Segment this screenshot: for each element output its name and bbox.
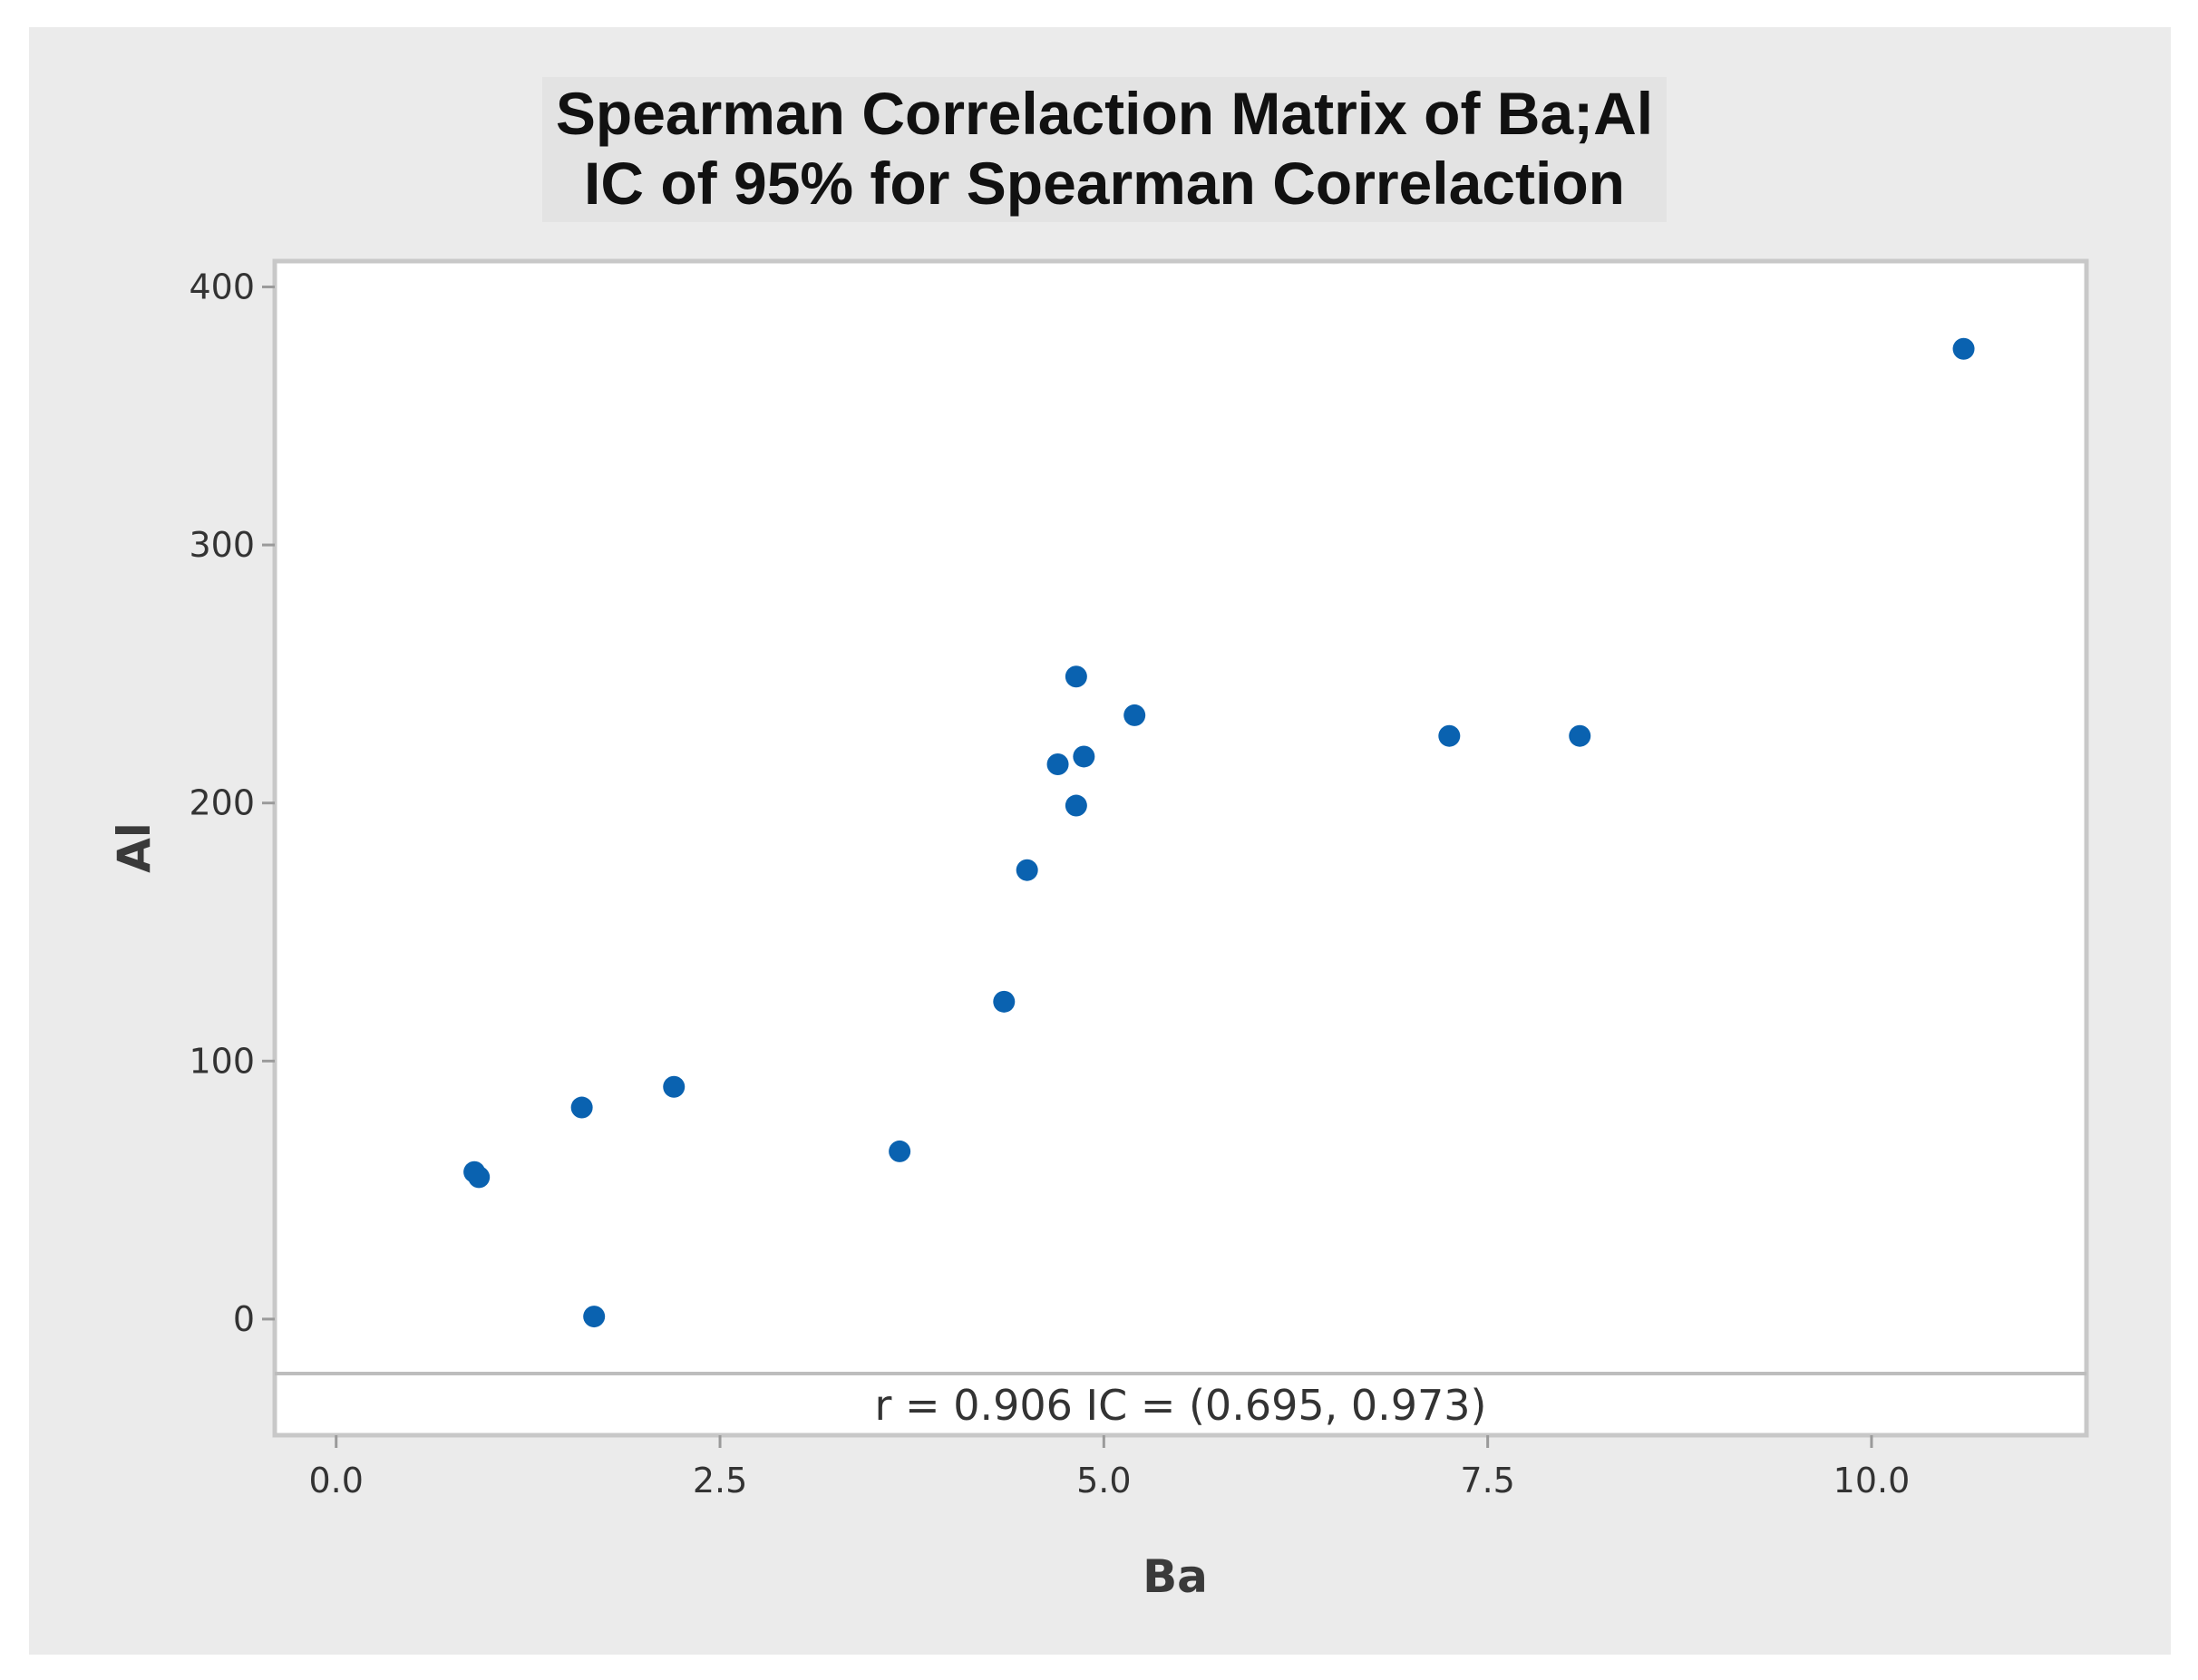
data-point bbox=[663, 1075, 686, 1098]
data-point bbox=[889, 1140, 911, 1162]
x-axis-ticks: 0.0 2.5 5.0 7.5 10.0 bbox=[309, 1435, 1911, 1500]
correlation-annotation: r = 0.906 IC = (0.695, 0.973) bbox=[875, 1381, 1487, 1430]
x-tick-label: 0.0 bbox=[309, 1461, 364, 1500]
scatter-points bbox=[463, 337, 1975, 1328]
data-point bbox=[1438, 724, 1461, 747]
data-point bbox=[1569, 724, 1591, 747]
data-point bbox=[583, 1306, 606, 1328]
data-point bbox=[1065, 794, 1087, 817]
data-point bbox=[1073, 745, 1095, 768]
data-point bbox=[1065, 665, 1087, 688]
chart-subtitle: IC of 95% for Spearman Correlaction bbox=[584, 150, 1625, 217]
data-point bbox=[1123, 704, 1146, 726]
y-tick-label: 300 bbox=[189, 525, 255, 565]
data-point bbox=[993, 990, 1016, 1013]
y-tick-label: 0 bbox=[233, 1299, 255, 1339]
x-tick-label: 10.0 bbox=[1833, 1461, 1911, 1500]
data-point bbox=[570, 1096, 593, 1119]
data-point bbox=[468, 1166, 491, 1189]
y-tick-label: 200 bbox=[189, 783, 255, 823]
x-axis-label: Ba bbox=[1143, 1550, 1208, 1603]
y-tick-label: 400 bbox=[189, 267, 255, 306]
title-background bbox=[542, 77, 1667, 222]
y-tick-label: 100 bbox=[189, 1041, 255, 1081]
x-tick-label: 7.5 bbox=[1460, 1461, 1514, 1500]
x-tick-label: 2.5 bbox=[693, 1461, 747, 1500]
y-axis-ticks: 0 100 200 300 400 bbox=[189, 267, 275, 1339]
data-point bbox=[1016, 859, 1038, 881]
data-point bbox=[1046, 753, 1069, 775]
plot-area bbox=[272, 258, 2089, 1438]
data-point bbox=[1952, 337, 1975, 360]
chart-title: Spearman Correlaction Matrix of Ba;Al bbox=[556, 80, 1653, 147]
x-tick-label: 5.0 bbox=[1076, 1461, 1131, 1500]
y-axis-label: Al bbox=[108, 822, 160, 873]
